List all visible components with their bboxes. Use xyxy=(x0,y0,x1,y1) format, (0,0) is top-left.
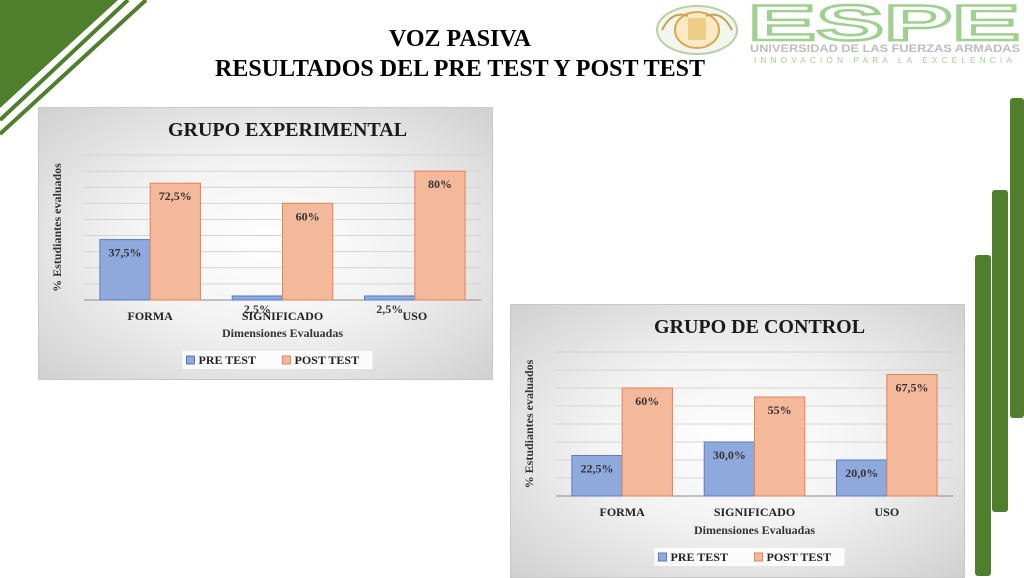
legend-label-pre: PRE TEST xyxy=(671,550,728,564)
data-label: 22,5% xyxy=(581,462,614,476)
x-axis-label: Dimensiones Evaluadas xyxy=(222,326,343,340)
side-bar-3 xyxy=(975,255,991,576)
side-bar-1 xyxy=(1010,98,1024,418)
bar-pre-uso xyxy=(836,459,888,497)
data-label: 67,5% xyxy=(895,381,928,395)
legend-swatch-pre xyxy=(658,552,667,562)
data-label: 60% xyxy=(296,209,320,223)
bar-post-significado xyxy=(754,396,806,497)
chart-control-panel: GRUPO DE CONTROL % Estudiantes evaluados 2… xyxy=(510,304,965,578)
category-label: SIGNIFICADO xyxy=(714,505,795,519)
chart-title: GRUPO DE CONTROL xyxy=(654,316,865,338)
logo-subtitle: UNIVERSIDAD DE LAS FUERZAS ARMADAS xyxy=(750,43,1020,55)
slide-title: VOZ PASIVA RESULTADOS DEL PRE TEST Y POS… xyxy=(140,24,780,84)
x-axis-label: Dimensiones Evaluadas xyxy=(694,523,815,537)
data-label: 2,5% xyxy=(244,302,271,316)
bar-pre-forma xyxy=(571,455,623,497)
bar-pre-significado xyxy=(231,295,283,301)
corner-decoration xyxy=(0,0,148,136)
legend-box xyxy=(654,548,845,566)
bar-pre-uso xyxy=(364,295,416,301)
data-label: 37,5% xyxy=(109,246,142,260)
legend-swatch-pre xyxy=(186,355,195,365)
chart-experimental: GRUPO EXPERIMENTAL % Estudiantes evaluado… xyxy=(50,119,481,369)
chart-experimental-panel: GRUPO EXPERIMENTAL % Estudiantes evaluado… xyxy=(38,107,493,380)
bar-pre-forma xyxy=(99,239,151,301)
seal-icon xyxy=(656,5,738,55)
data-label: 80% xyxy=(428,177,452,191)
category-label: SIGNIFICADO xyxy=(242,309,323,323)
chart-title: GRUPO EXPERIMENTAL xyxy=(168,119,407,141)
category-label: FORMA xyxy=(600,505,646,519)
data-label: 2,5% xyxy=(376,302,403,316)
bar-post-forma xyxy=(149,182,201,301)
data-label: 60% xyxy=(635,394,659,408)
category-label: USO xyxy=(874,505,899,519)
bar-post-uso xyxy=(414,170,466,301)
title-line-1: VOZ PASIVA xyxy=(389,26,531,52)
bar-post-forma xyxy=(621,387,673,497)
chart-control: GRUPO DE CONTROL % Estudiantes evaluados 2… xyxy=(522,316,953,566)
category-label: USO xyxy=(402,309,427,323)
legend-label-post: POST TEST xyxy=(295,353,360,367)
legend-label-pre: PRE TEST xyxy=(199,353,256,367)
data-label: 30,0% xyxy=(713,448,746,462)
logo-tagline: INNOVACIÓN PARA LA EXCELENCIA xyxy=(754,56,1016,65)
y-axis-label: % Estudiantes evaluados xyxy=(50,163,64,292)
legend-swatch-post xyxy=(282,355,291,365)
legend-label-post: POST TEST xyxy=(767,550,832,564)
legend-box xyxy=(182,351,373,369)
logo-name: ESPE xyxy=(748,0,1020,51)
category-label: FORMA xyxy=(128,309,174,323)
data-label: 20,0% xyxy=(845,466,878,480)
bar-post-significado xyxy=(282,202,334,301)
side-bar-2 xyxy=(992,190,1008,512)
data-label: 55% xyxy=(768,403,792,417)
y-axis-label: % Estudiantes evaluados xyxy=(522,359,536,488)
title-line-2: RESULTADOS DEL PRE TEST Y POST TEST xyxy=(215,56,705,82)
bar-post-uso xyxy=(886,374,938,497)
espe-logo: ESPE UNIVERSIDAD DE LAS FUERZAS ARMADAS … xyxy=(656,0,1021,65)
data-label: 72,5% xyxy=(159,189,192,203)
legend-swatch-post xyxy=(754,552,763,562)
